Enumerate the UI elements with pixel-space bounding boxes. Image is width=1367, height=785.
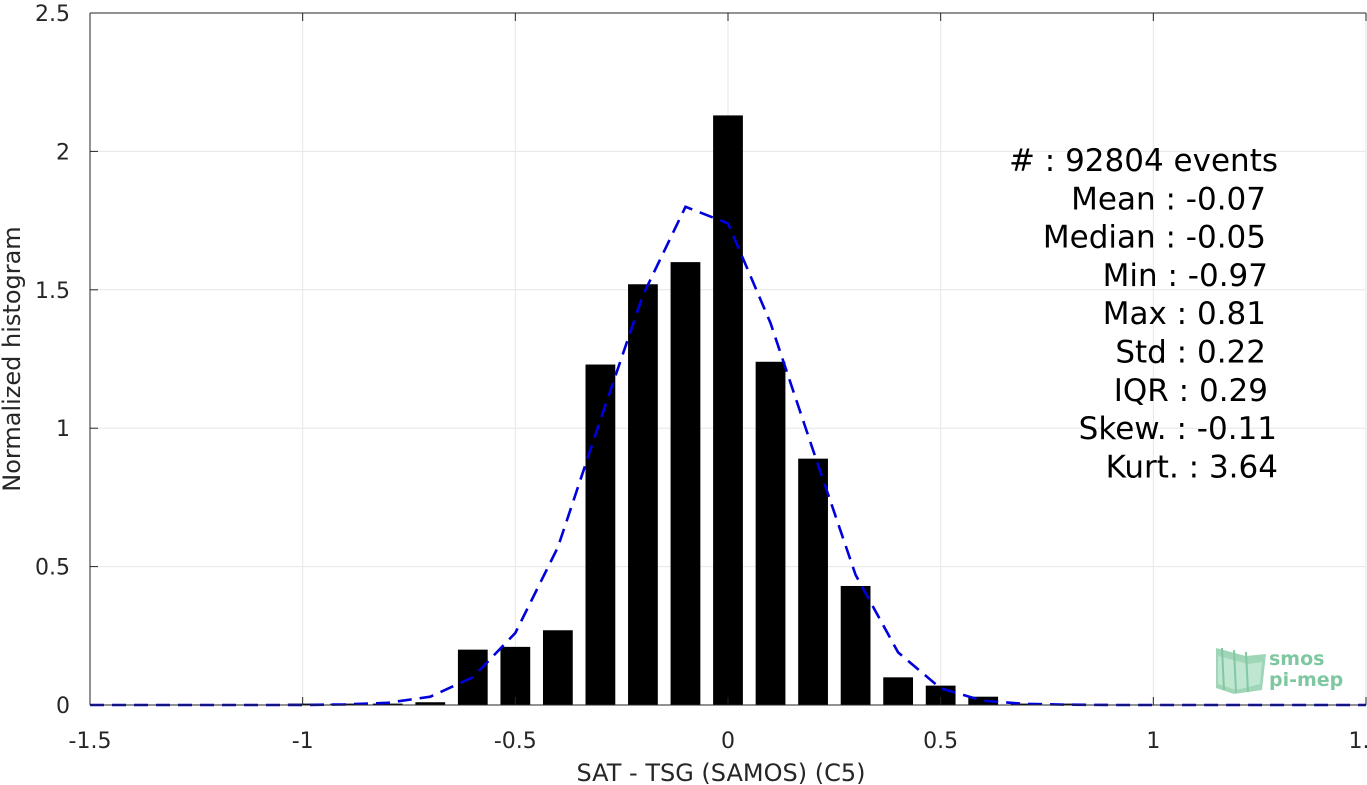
stat-line: # : 92804 events <box>1009 143 1278 179</box>
y-tick-label: 2 <box>56 140 70 165</box>
histogram-bar <box>628 284 658 705</box>
histogram-bar <box>968 696 999 705</box>
stat-line: Mean : -0.07 <box>1071 181 1266 217</box>
stat-line: Median : -0.05 <box>1043 220 1266 256</box>
histogram-bar <box>585 364 616 705</box>
histogram-bar <box>372 703 403 705</box>
logo-text-smos: smos <box>1269 648 1324 670</box>
histogram-bar <box>670 262 701 705</box>
stat-line: Std : 0.22 <box>1115 335 1266 371</box>
histogram-bar <box>415 702 446 705</box>
histogram-bar <box>755 361 786 705</box>
histogram-bar <box>883 677 914 705</box>
histogram-bar <box>1053 703 1084 705</box>
fit-curve-line <box>90 205 1366 707</box>
axes-layer <box>89 12 1367 706</box>
histogram-bar <box>798 458 828 705</box>
smos-pi-mep-logo: smos pi-mep <box>1216 647 1343 694</box>
stat-line: Min : -0.97 <box>1103 258 1268 294</box>
histogram-bar <box>840 585 871 705</box>
histogram-bar <box>1010 703 1041 705</box>
x-tick-label: 0 <box>721 729 735 754</box>
histogram-bar <box>713 115 743 705</box>
y-tick-label: 0 <box>56 694 70 719</box>
histogram-bar <box>500 646 531 705</box>
stat-line: IQR : 0.29 <box>1114 373 1268 409</box>
y-tick-label: 2.5 <box>35 2 70 27</box>
logo-text-pi-mep: pi-mep <box>1269 669 1343 691</box>
y-tick-label: 1 <box>56 417 70 442</box>
x-tick-label: 1 <box>1146 729 1160 754</box>
logo-mark-icon <box>1216 647 1266 694</box>
y-tick-label: 1.5 <box>35 279 70 304</box>
histogram-bar <box>542 630 573 705</box>
stat-line: Kurt. : 3.64 <box>1106 449 1278 485</box>
x-tick-label: 1.5 <box>1349 729 1367 754</box>
x-tick-label: -1.5 <box>69 729 112 754</box>
fit-curve-layer <box>90 205 1366 707</box>
y-tick-label: 0.5 <box>35 556 70 581</box>
bars-layer <box>287 115 1084 705</box>
stat-line: Skew. : -0.11 <box>1079 411 1277 447</box>
y-axis-title: Normalized histogram <box>0 226 26 491</box>
tick-labels-layer: -1.5 -1 -0.5 0 0.5 1 1.5 0 0.5 1 1.5 2 2.5 <box>35 2 1367 754</box>
x-axis-title: SAT - TSG (SAMOS) (C5) <box>577 759 866 785</box>
x-tick-label: 0.5 <box>923 729 958 754</box>
stat-line: Max : 0.81 <box>1103 296 1266 332</box>
x-tick-label: -1 <box>292 729 314 754</box>
x-tick-label: -0.5 <box>494 729 537 754</box>
